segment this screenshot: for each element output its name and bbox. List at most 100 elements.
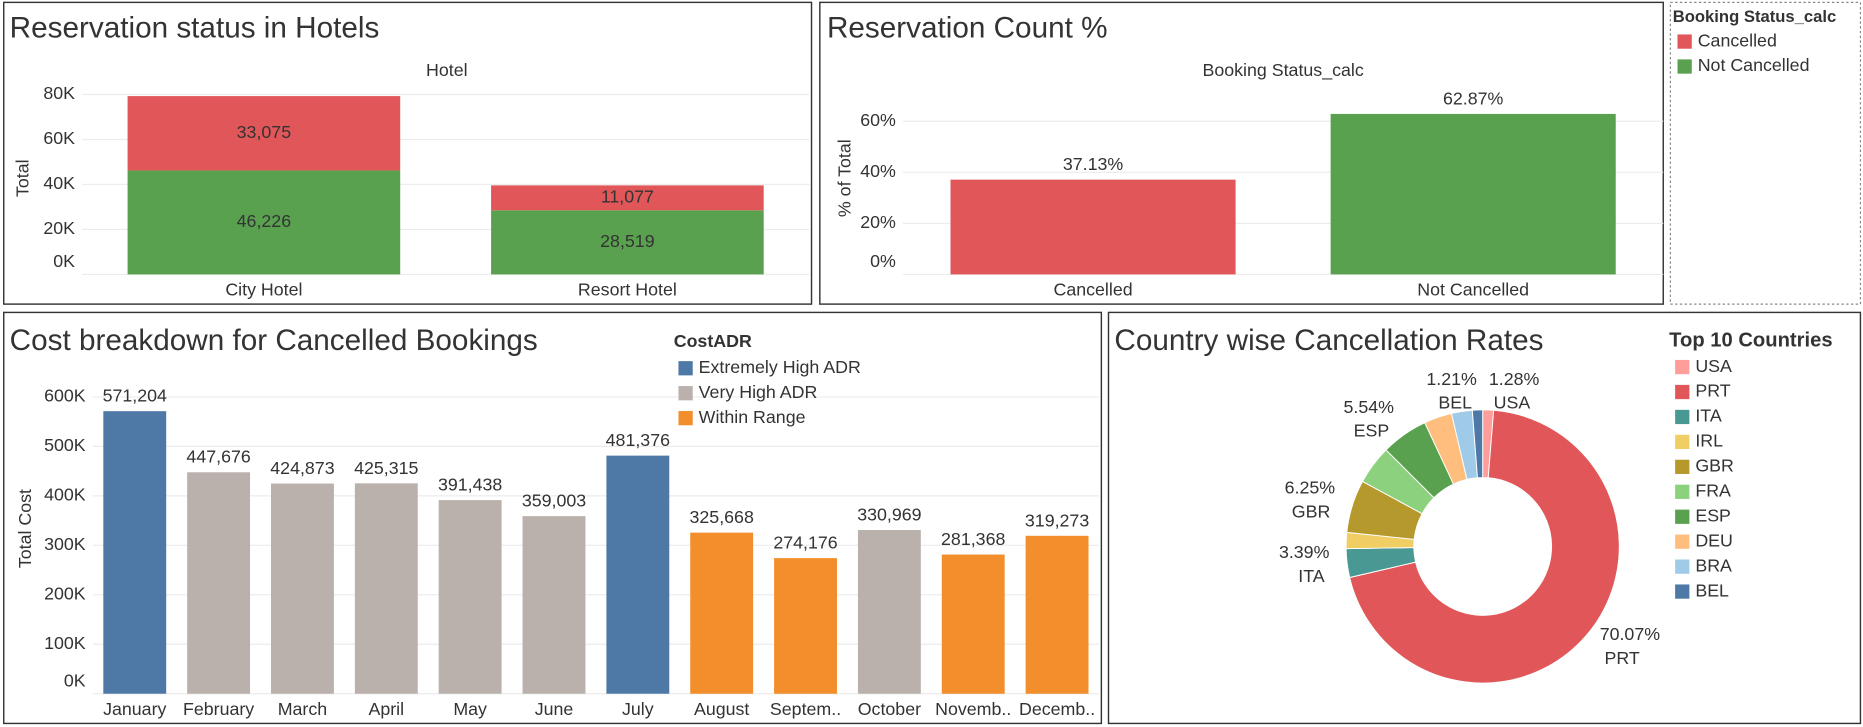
data-label: 70.07%: [1600, 624, 1661, 644]
data-label: 571,204: [103, 386, 167, 406]
data-label: 1.28%: [1489, 369, 1540, 389]
legend-title: Top 10 Countries: [1669, 329, 1832, 351]
x-tick-label: March: [278, 699, 327, 719]
data-label: 62.87%: [1443, 88, 1504, 108]
x-tick-label: Novemb..: [935, 699, 1011, 719]
legend-swatch: [1675, 434, 1690, 450]
legend-label: Cancelled: [1698, 30, 1777, 50]
data-label: 37.13%: [1063, 154, 1124, 174]
data-label: 33,075: [237, 122, 292, 142]
legend-label: Extremely High ADR: [699, 357, 861, 377]
legend-label: BEL: [1695, 580, 1729, 600]
legend-label: ITA: [1695, 406, 1721, 426]
legend-swatch: [1675, 559, 1690, 574]
y-tick-label: 400K: [44, 485, 86, 505]
legend-title: CostADR: [674, 331, 752, 351]
x-tick-label: June: [535, 699, 574, 719]
legend-swatch: [678, 411, 693, 426]
bar-segment: [522, 516, 586, 694]
legend-label: USA: [1695, 356, 1732, 376]
data-label: 281,368: [941, 529, 1005, 549]
legend-swatch: [1675, 384, 1690, 400]
x-tick-label: February: [183, 699, 254, 719]
y-tick-label: 100K: [44, 633, 86, 653]
x-tick-label: City Hotel: [225, 280, 302, 300]
data-label-category: BEL: [1438, 393, 1472, 413]
data-label: 274,176: [773, 533, 837, 553]
bar-segment: [103, 411, 167, 694]
legend-title: Booking Status_calc: [1673, 7, 1837, 26]
x-tick-label: Septem..: [770, 699, 841, 719]
bar-segment: [941, 554, 1005, 694]
y-tick-label: 0K: [64, 671, 86, 691]
bar-segment: [1025, 535, 1089, 694]
bar-segment: [271, 483, 334, 694]
y-tick-label: 20%: [860, 212, 896, 232]
data-label: 28,519: [600, 231, 655, 251]
y-tick-label: 200K: [44, 584, 86, 604]
legend-swatch: [678, 386, 693, 401]
legend-swatch: [1675, 484, 1690, 499]
y-tick-label: 0K: [53, 251, 75, 271]
legend-label: GBR: [1695, 456, 1734, 476]
legend-swatch: [1677, 34, 1692, 49]
bar-segment: [491, 210, 764, 275]
data-label: 11,077: [601, 187, 654, 207]
header: Hotel: [426, 60, 468, 80]
bar-segment: [127, 170, 401, 275]
data-label: 46,226: [237, 211, 292, 231]
data-label-category: ITA: [1298, 566, 1324, 586]
data-label: 6.25%: [1285, 478, 1336, 498]
y-tick-label: 40K: [43, 173, 75, 193]
y-tick-label: 60%: [860, 110, 896, 130]
data-label-category: GBR: [1292, 501, 1331, 521]
x-tick-label: Cancelled: [1053, 280, 1132, 300]
data-label: 1.21%: [1426, 369, 1477, 389]
bar-segment: [438, 500, 502, 694]
legend-swatch: [1675, 509, 1690, 524]
data-label: 5.54%: [1344, 397, 1395, 417]
data-label: 330,969: [857, 504, 921, 524]
data-label: 391,438: [438, 475, 502, 495]
data-label: 359,003: [522, 491, 586, 511]
x-tick-label: July: [622, 699, 654, 719]
bar-segment: [491, 185, 764, 211]
legend-label: IRL: [1695, 431, 1723, 451]
legend-swatch: [1675, 534, 1690, 549]
bar: [1330, 113, 1616, 275]
bar-segment: [354, 483, 418, 694]
data-label: 3.39%: [1279, 542, 1330, 562]
data-label: 481,376: [606, 430, 670, 450]
x-tick-label: Decemb..: [1019, 699, 1095, 719]
chart-title: Reservation status in Hotels: [10, 12, 380, 45]
header: Booking Status_calc: [1202, 60, 1363, 81]
donut-slice: [1471, 409, 1484, 479]
x-tick-label: April: [368, 699, 404, 719]
chart-title: Country wise Cancellation Rates: [1114, 324, 1543, 357]
y-axis-label: Total Cost: [15, 489, 35, 568]
y-tick-label: 600K: [44, 386, 86, 406]
legend-swatch: [1675, 409, 1690, 425]
x-tick-label: Not Cancelled: [1417, 280, 1529, 300]
legend-box: [1669, 1, 1862, 305]
data-label: 425,315: [354, 458, 418, 478]
data-label-category: PRT: [1604, 648, 1639, 668]
data-label-category: USA: [1494, 393, 1531, 413]
chart-title: Cost breakdown for Cancelled Bookings: [10, 324, 538, 357]
y-tick-label: 500K: [44, 435, 86, 455]
bar-segment: [187, 472, 251, 694]
legend-label: BRA: [1695, 555, 1732, 575]
data-label: 325,668: [690, 507, 754, 527]
legend-label: DEU: [1695, 530, 1733, 550]
legend-swatch: [1675, 584, 1690, 599]
data-label: 319,273: [1025, 510, 1089, 530]
y-tick-label: 0%: [870, 251, 896, 271]
legend-label: Very High ADR: [699, 382, 818, 402]
y-tick-label: 60K: [43, 128, 75, 148]
bar-segment: [606, 455, 670, 694]
legend-label: Within Range: [699, 407, 806, 427]
legend-swatch: [1677, 59, 1692, 74]
legend-label: ESP: [1695, 505, 1731, 525]
bar-segment: [690, 532, 754, 694]
